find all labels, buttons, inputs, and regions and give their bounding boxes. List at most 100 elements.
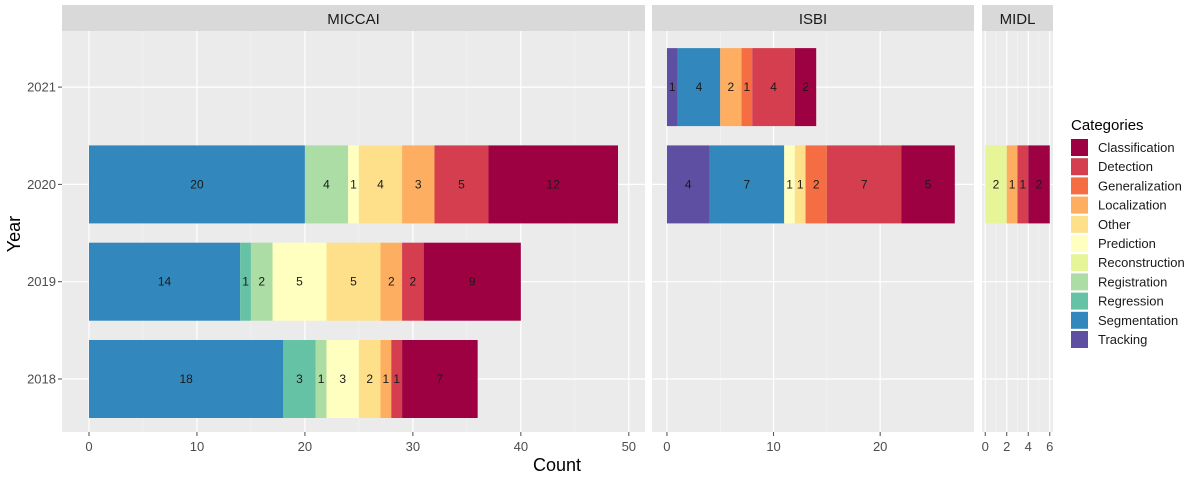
bar-segment-segmentation	[88, 145, 305, 224]
x-tick-label: 2	[1003, 439, 1010, 454]
bar-segment-label: 18	[179, 372, 193, 386]
legend-label: Prediction	[1098, 236, 1156, 251]
x-tick-label: 20	[298, 439, 312, 454]
bar-segment-classification	[1028, 145, 1050, 224]
legend-swatch-localization	[1071, 196, 1088, 214]
legend-label: Segmentation	[1098, 313, 1178, 328]
bar-segment-tracking	[666, 48, 678, 127]
bar-segment-other	[358, 340, 381, 418]
bar-segment-label: 3	[296, 372, 303, 386]
bar-segment-label: 1	[669, 80, 676, 94]
bar-segment-registration	[250, 242, 273, 321]
bar-segment-label: 14	[158, 275, 172, 289]
bar-segment-label: 4	[685, 177, 692, 191]
bar-segment-prediction	[348, 145, 359, 224]
bar-segment-other	[794, 145, 806, 224]
x-axis-title: Count	[533, 455, 581, 475]
bar-segment-label: 1	[350, 177, 357, 191]
bar-segment-label: 2	[410, 275, 417, 289]
legend-swatch-detection	[1071, 158, 1088, 176]
x-tick-label: 50	[622, 439, 636, 454]
bar-segment-localization	[380, 340, 392, 418]
legend-item: Localization	[1071, 196, 1167, 214]
legend-swatch-other	[1071, 215, 1088, 233]
x-tick-label: 4	[1025, 439, 1032, 454]
bar-segment-label: 7	[861, 177, 868, 191]
bar-segment-tracking	[666, 145, 710, 224]
x-tick-label: 0	[982, 439, 989, 454]
bar-segment-label: 1	[318, 372, 325, 386]
x-tick-label: 40	[514, 439, 528, 454]
bar-segment-label: 1	[242, 275, 249, 289]
bar-segment-classification	[423, 242, 521, 321]
legend-swatch-segmentation	[1071, 311, 1088, 329]
legend-label: Regression	[1098, 294, 1164, 309]
bar-segment-label: 1	[744, 80, 751, 94]
y-tick-label: 2020	[27, 177, 56, 192]
legend-label: Localization	[1098, 198, 1167, 213]
legend-item: Prediction	[1071, 235, 1156, 252]
bar-segment-label: 5	[350, 275, 357, 289]
bar-segment-prediction	[272, 242, 327, 321]
bar-segment-label: 5	[296, 275, 303, 289]
bar-segment-generalization	[741, 48, 753, 127]
legend-item: Detection	[1071, 158, 1153, 176]
legend-item: Regression	[1071, 292, 1164, 310]
bar-segment-label: 9	[469, 275, 476, 289]
bar-segment-label: 7	[744, 177, 751, 191]
bar-segment-classification	[402, 340, 478, 418]
bar-segment-localization	[720, 48, 742, 127]
bar-segment-registration	[315, 340, 327, 418]
bar-segment-label: 12	[547, 177, 561, 191]
facet-strip-label: ISBI	[799, 11, 827, 28]
bar-segment-label: 1	[1020, 177, 1027, 191]
bar-segment-segmentation	[709, 145, 785, 224]
bar-segment-segmentation	[88, 340, 284, 418]
bar-segment-localization	[402, 145, 435, 224]
bar-segment-label: 1	[786, 177, 793, 191]
legend-item: Tracking	[1071, 331, 1147, 348]
bar-segment-prediction	[784, 145, 795, 224]
bar-segment-detection	[402, 242, 424, 321]
bar-segment-label: 3	[415, 177, 422, 191]
bar-segment-label: 2	[1036, 177, 1043, 191]
bar-segment-registration	[304, 145, 349, 224]
bar-segment-label: 1	[393, 372, 400, 386]
bar-segment-reconstruction	[985, 145, 1007, 224]
legend-swatch-reconstruction	[1071, 254, 1088, 272]
legend-item: Classification	[1071, 139, 1175, 156]
facet-strip	[62, 5, 645, 31]
bar-segment-detection	[1017, 145, 1029, 224]
bar-segment-label: 4	[323, 177, 330, 191]
bar-segment-localization	[1006, 145, 1018, 224]
bar-segment-label: 2	[728, 80, 735, 94]
legend-label: Classification	[1098, 140, 1175, 155]
bar-segment-label: 4	[770, 80, 777, 94]
bar-segment-localization	[380, 242, 403, 321]
legend-title: Categories	[1071, 117, 1144, 134]
legend-item: Registration	[1071, 273, 1167, 291]
y-tick-label: 2018	[27, 372, 56, 387]
legend-swatch-registration	[1071, 273, 1088, 291]
x-tick-label: 20	[873, 439, 887, 454]
bar-segment-label: 20	[190, 177, 204, 191]
bar-segment-classification	[901, 145, 955, 224]
x-tick-label: 0	[663, 439, 670, 454]
bar-segment-label: 2	[366, 372, 373, 386]
bar-segment-other	[326, 242, 381, 321]
bar-segment-label: 4	[696, 80, 703, 94]
facet-strip	[982, 5, 1053, 31]
x-tick-label: 30	[406, 439, 420, 454]
bar-segment-label: 7	[437, 372, 444, 386]
bar-segment-label: 2	[813, 177, 820, 191]
bar-segment-detection	[826, 145, 902, 224]
x-tick-label: 0	[85, 439, 92, 454]
bar-segment-label: 2	[993, 177, 1000, 191]
bar-segment-label: 2	[388, 275, 395, 289]
legend-label: Detection	[1098, 159, 1153, 174]
bar-segment-generalization	[805, 145, 827, 224]
bar-segment-regression	[240, 242, 251, 321]
